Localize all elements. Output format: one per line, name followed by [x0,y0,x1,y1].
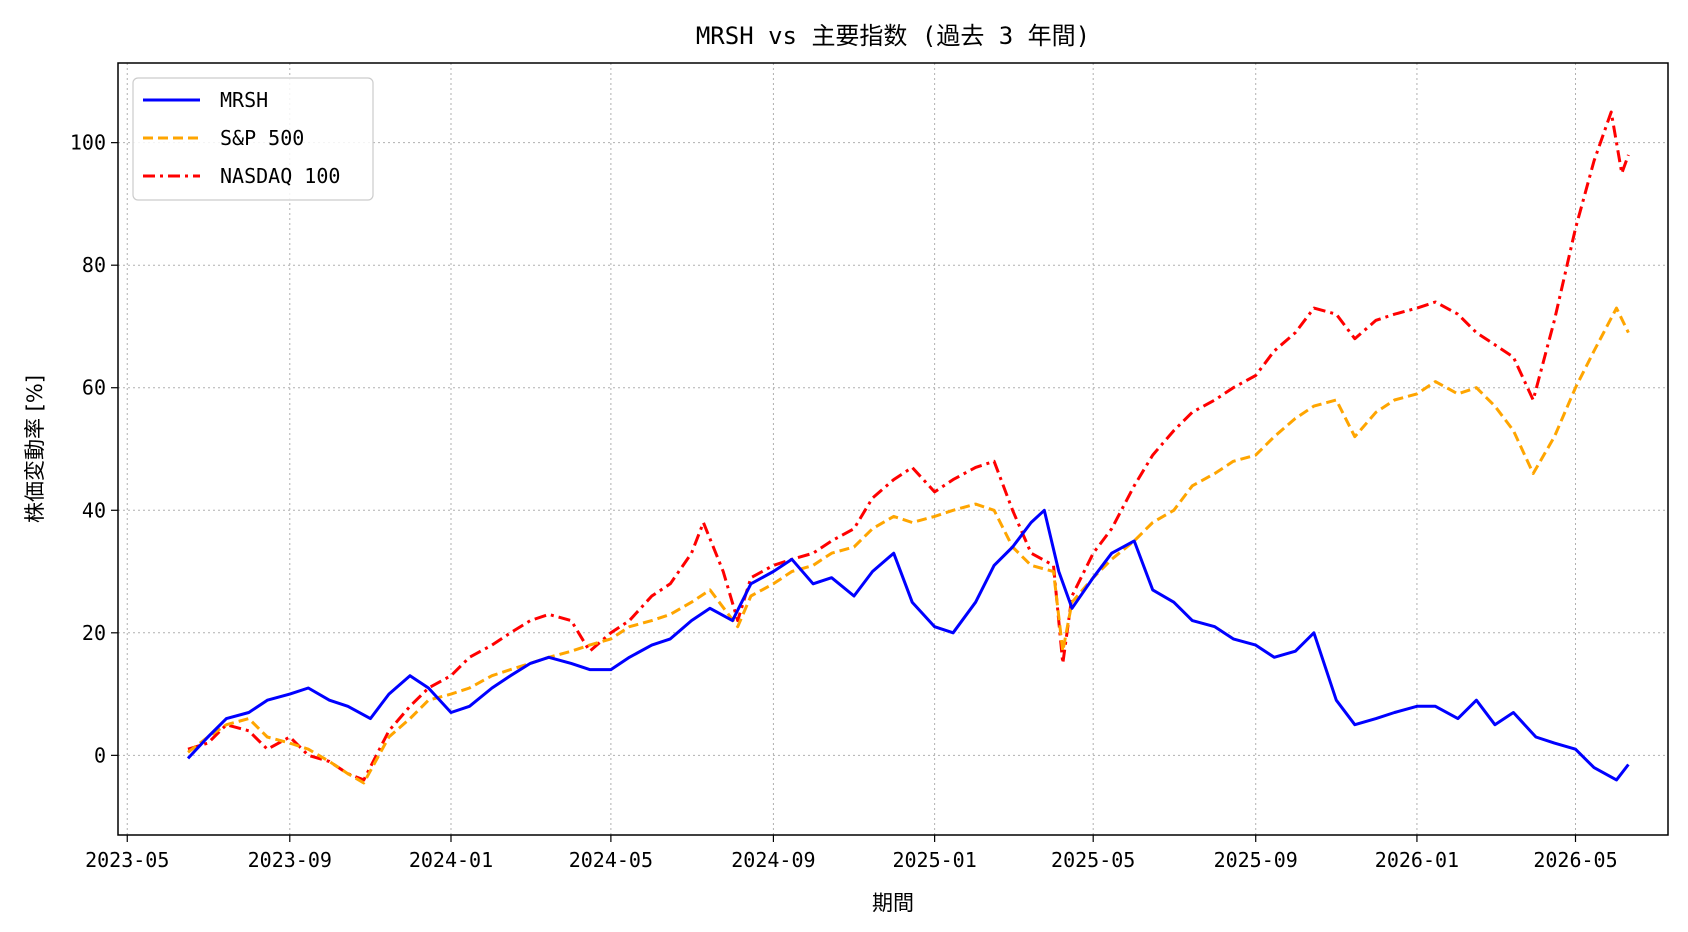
legend-label: MRSH [220,88,268,112]
x-tick-label: 2025-01 [892,848,976,872]
series-line-nasdaq-100 [187,110,1630,782]
series-line-s-p-500 [187,306,1630,785]
y-tick-label: 0 [94,743,106,767]
y-axis-ticks: 0 20 40 60 80 100 [70,131,118,767]
legend-label: S&P 500 [220,126,304,150]
y-tick-label: 60 [82,376,106,400]
legend-label: NASDAQ 100 [220,164,340,188]
x-tick-label: 2023-05 [85,848,169,872]
x-tick-label: 2024-01 [409,848,493,872]
y-tick-label: 80 [82,253,106,277]
y-tick-label: 20 [82,621,106,645]
gridlines [118,63,1668,835]
legend-box [132,77,374,201]
x-tick-label: 2024-09 [731,848,815,872]
x-tick-label: 2026-01 [1375,848,1459,872]
x-tick-label: 2023-09 [248,848,332,872]
y-tick-label: 40 [82,498,106,522]
x-tick-label: 2025-05 [1051,848,1135,872]
chart-title: MRSH vs 主要指数 (過去 3 年間) [696,22,1090,50]
x-tick-label: 2025-09 [1214,848,1298,872]
x-tick-label: 2026-05 [1533,848,1617,872]
series-line-mrsh [186,508,1630,782]
series-lines [186,110,1630,785]
x-tick-label: 2024-05 [569,848,653,872]
y-tick-label: 100 [70,131,106,155]
x-axis-label: 期間 [872,891,914,915]
legend: MRSH S&P 500 NASDAQ 100 [132,77,374,201]
y-axis-label: 株価変動率 [%] [23,375,47,523]
plot-frame [117,62,1669,836]
x-axis-ticks: 2023-05 2023-09 2024-01 2024-05 2024-09 2025-… [85,835,1618,872]
